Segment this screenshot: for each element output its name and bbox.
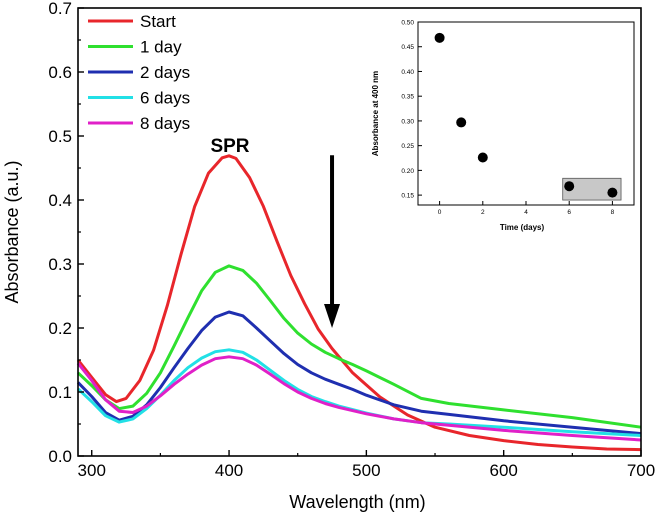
inset-y-tick-label: 0.50 (401, 20, 414, 27)
x-tick-label: 600 (489, 461, 517, 480)
x-axis-title: Wavelength (nm) (289, 492, 425, 512)
decrease-arrow-head (324, 304, 341, 328)
y-tick-label: 0.1 (48, 383, 72, 402)
spr-annotation: SPR (210, 136, 249, 157)
legend-label-6-days: 6 days (140, 89, 190, 108)
y-tick-label: 0.3 (48, 255, 72, 274)
inset-data-point (456, 117, 467, 128)
legend: Start 1 day 2 days 6 days 8 days (88, 12, 190, 133)
inset-y-tick-label: 0.20 (401, 168, 414, 175)
inset-data-point (434, 32, 445, 43)
legend-label-start: Start (140, 12, 176, 31)
inset-y-tick-label: 0.45 (401, 44, 414, 51)
inset-y-axis-title: Absorbance at 400 nm (371, 71, 380, 156)
inset-data-point (564, 181, 575, 192)
x-tick-label: 400 (215, 461, 243, 480)
y-tick-label: 0.4 (48, 191, 72, 210)
series-line-1-day (76, 264, 642, 429)
inset-frame (417, 21, 635, 206)
inset-highlight-box (562, 177, 622, 201)
inset-y-tick-label: 0.15 (401, 193, 414, 200)
inset-data-point (607, 187, 618, 198)
inset-y-tick-label: 0.25 (401, 143, 414, 150)
inset-x-tick-label: 6 (567, 209, 571, 216)
x-tick-label: 300 (78, 461, 106, 480)
inset-y-tick-label: 0.30 (401, 118, 414, 125)
y-tick-label: 0.0 (48, 447, 72, 466)
x-tick-label: 500 (352, 461, 380, 480)
y-tick-label: 0.5 (48, 127, 72, 146)
legend-label-1-day: 1 day (140, 38, 182, 57)
inset-x-tick-label: 2 (481, 209, 485, 216)
inset-data-point (477, 152, 488, 163)
x-tick-label: 700 (627, 461, 655, 480)
series-line-8-days (76, 355, 642, 442)
y-tick-label: 0.7 (48, 0, 72, 18)
inset-plot: 0 2 4 6 8 0.15 0.20 0.25 0.30 0.35 0.40 0.45 0.50 Tim… (371, 20, 635, 232)
series-line-start (76, 154, 642, 452)
inset-x-tick-label: 4 (524, 209, 528, 216)
legend-label-8-days: 8 days (140, 114, 190, 133)
legend-label-2-days: 2 days (140, 63, 190, 82)
inset-y-tick-label: 0.40 (401, 69, 414, 76)
y-tick-label: 0.2 (48, 319, 72, 338)
y-axis-title: Absorbance (a.u.) (2, 160, 22, 303)
inset-x-axis-title: Time (days) (500, 223, 545, 232)
y-tick-label: 0.6 (48, 63, 72, 82)
inset-x-tick-label: 0 (438, 209, 442, 216)
inset-y-tick-label: 0.35 (401, 94, 414, 101)
inset-x-tick-label: 8 (611, 209, 615, 216)
